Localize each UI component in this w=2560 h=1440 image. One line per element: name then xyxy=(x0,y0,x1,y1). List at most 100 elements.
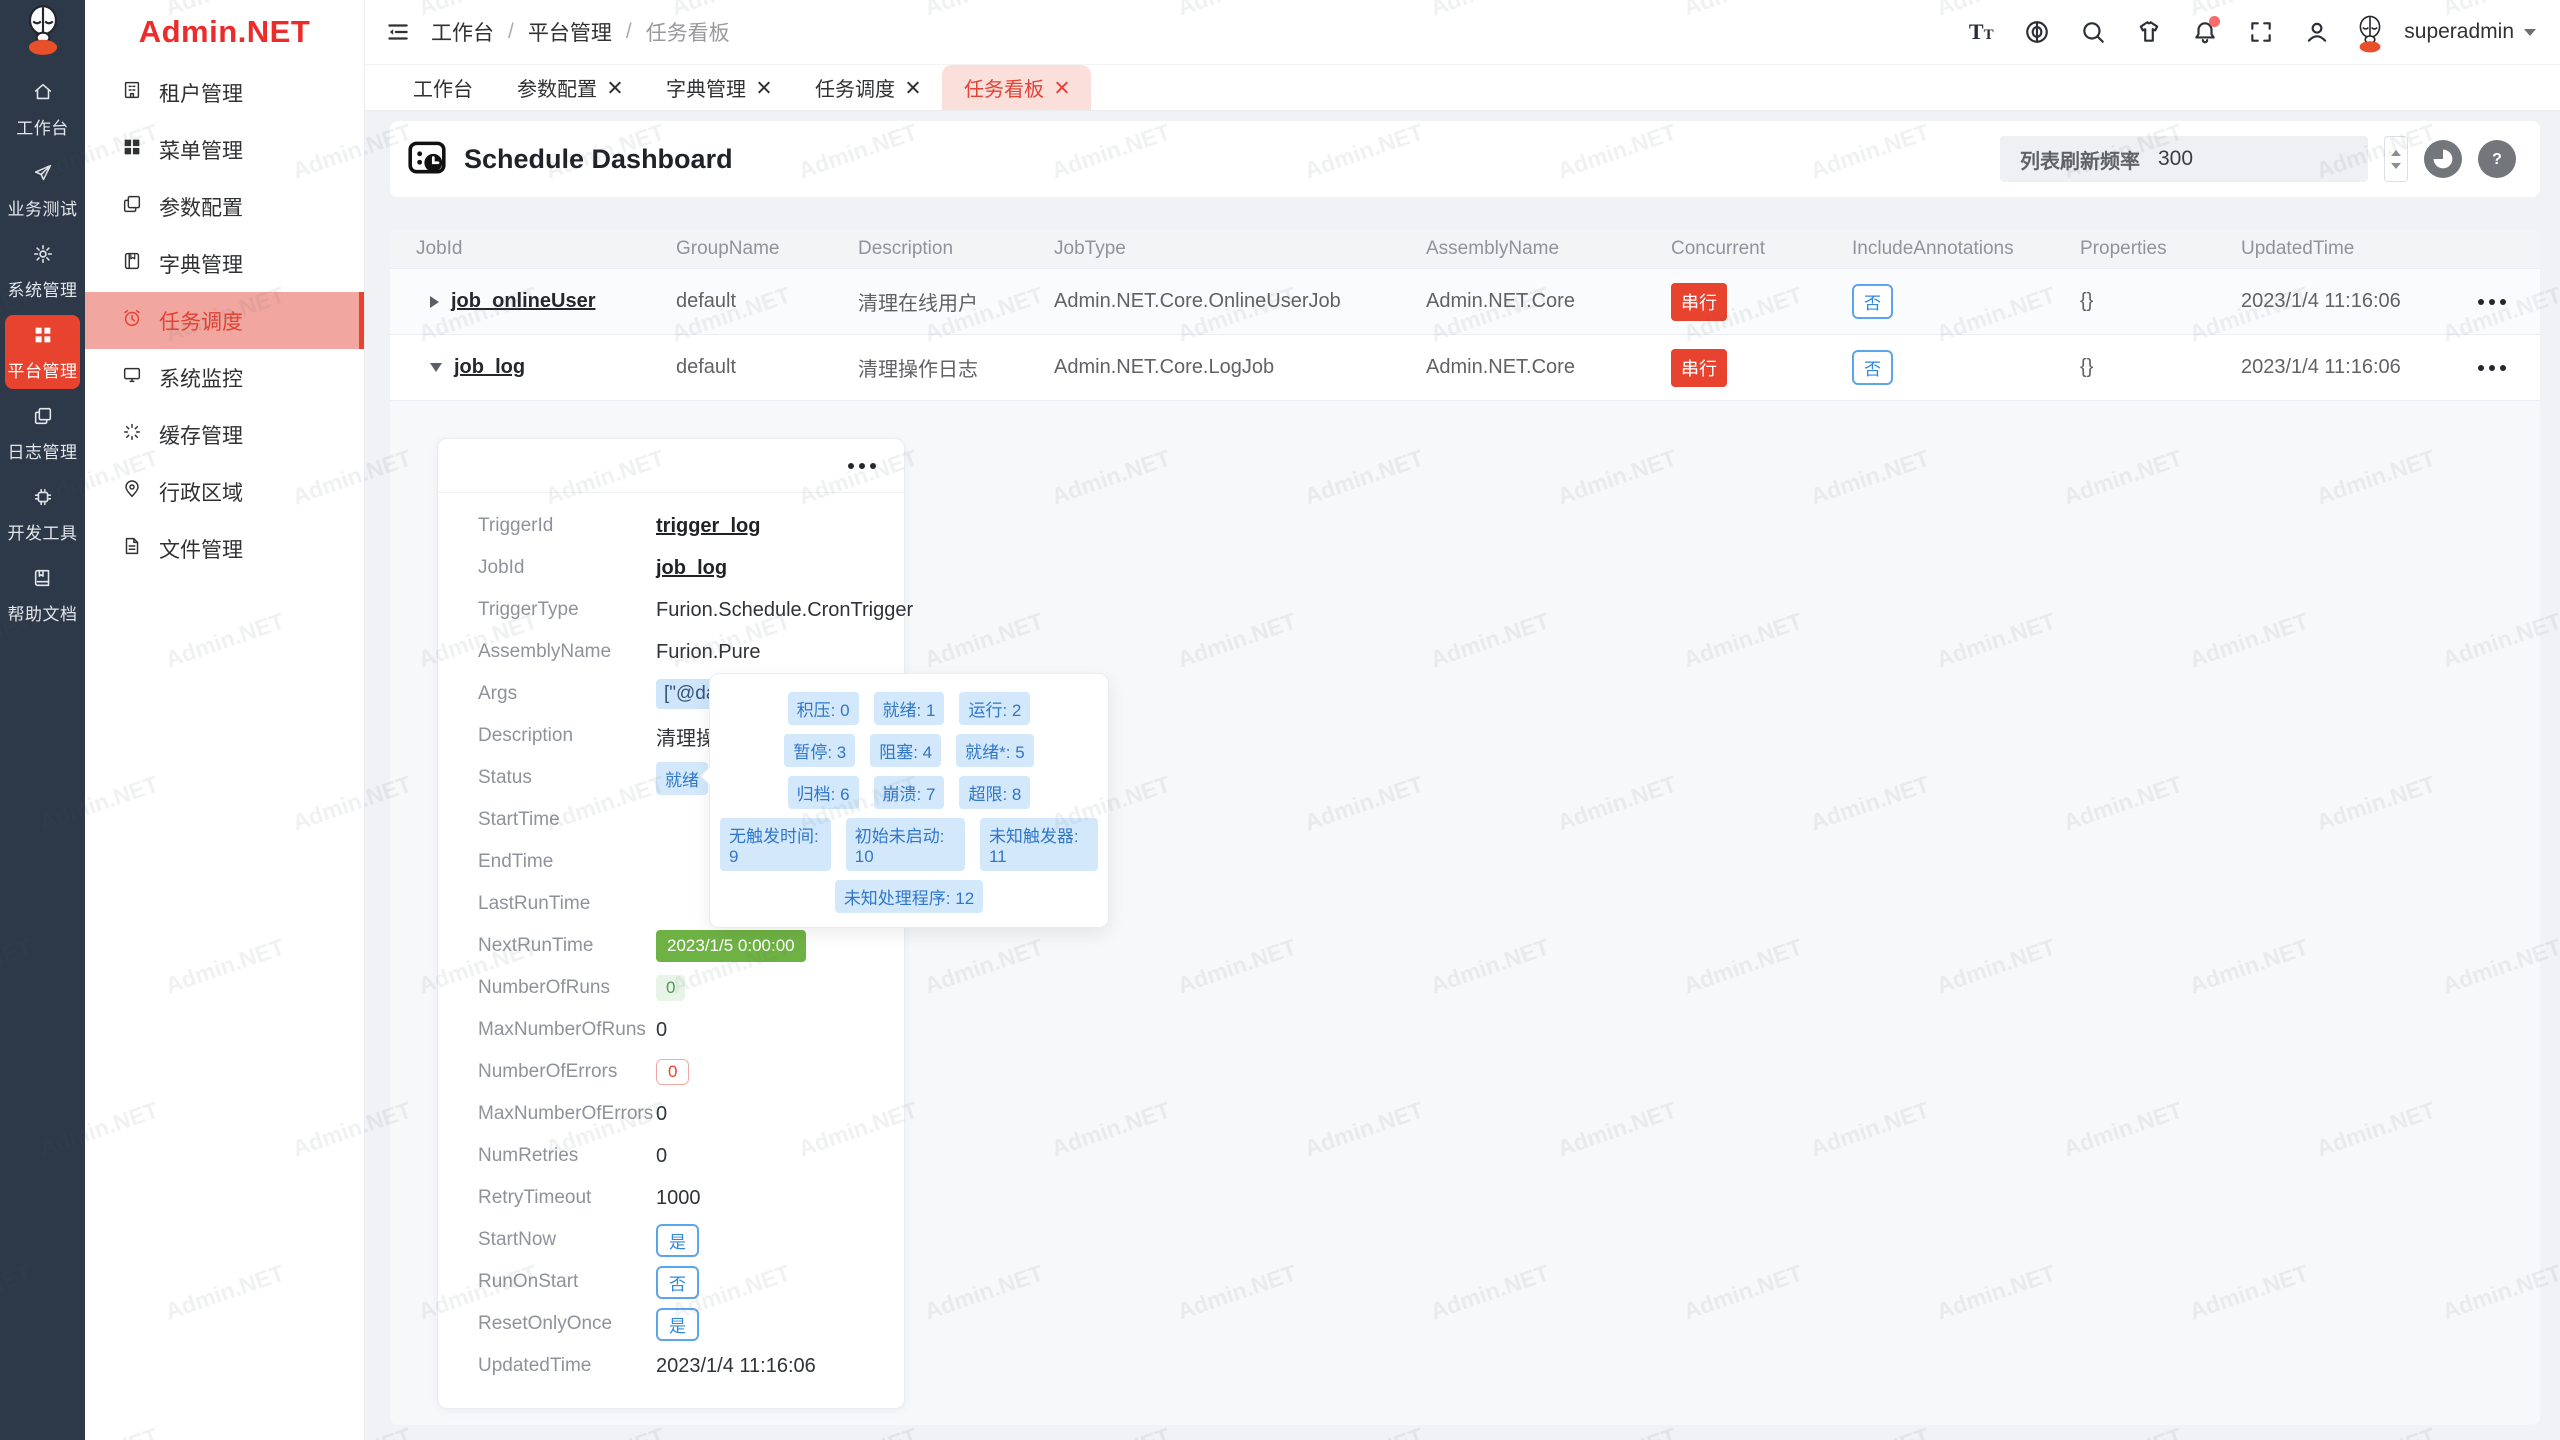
sidebar-item-task-schedule[interactable]: 任务调度 xyxy=(85,292,364,349)
schedule-calendar-icon xyxy=(406,136,448,183)
close-icon[interactable] xyxy=(756,80,771,95)
profile-icon[interactable] xyxy=(2296,11,2338,53)
breadcrumb-item[interactable]: 平台管理 xyxy=(527,22,612,45)
tab-task-dashboard[interactable]: 任务看板 xyxy=(942,65,1091,110)
help-button[interactable]: ? xyxy=(2478,140,2516,178)
sidebar-item-dict-mgmt[interactable]: 字典管理 xyxy=(85,235,364,292)
rail-item-dev-tools[interactable]: 开发工具 xyxy=(5,477,80,551)
tab-label: 参数配置 xyxy=(517,79,597,101)
field-value: Furion.Pure xyxy=(656,640,761,663)
column-header: Description xyxy=(858,237,954,259)
status-legend-badge: 就绪: 1 xyxy=(873,692,945,725)
properties-cell: {} xyxy=(2080,356,2094,378)
collapse-row-icon[interactable] xyxy=(430,363,442,372)
status-legend-badge: 暂停: 3 xyxy=(784,734,856,767)
sidebar-item-tenant-mgmt[interactable]: 租户管理 xyxy=(85,64,364,121)
field-label: RunOnStart xyxy=(478,1271,579,1292)
rail-item-workbench[interactable]: 工作台 xyxy=(5,72,80,146)
column-header: JobId xyxy=(416,237,463,259)
breadcrumb-separator: / xyxy=(508,20,514,43)
column-header: Properties xyxy=(2080,237,2167,259)
column-header: JobType xyxy=(1054,237,1126,259)
close-icon[interactable] xyxy=(1054,80,1069,95)
icon-rail: 工作台 业务测试 系统管理 平台管理 日志管理 开发工具 xyxy=(0,0,85,1440)
sidebar-item-admin-region[interactable]: 行政区域 xyxy=(85,463,364,520)
breadcrumb-separator: / xyxy=(625,20,632,43)
sidebar-item-param-config[interactable]: 参数配置 xyxy=(85,178,364,235)
column-header: GroupName xyxy=(676,237,780,259)
more-actions-icon[interactable] xyxy=(2478,298,2506,305)
expand-row-icon[interactable] xyxy=(430,295,439,308)
rail-item-log-mgmt[interactable]: 日志管理 xyxy=(5,396,80,470)
job-id-link[interactable]: job_onlineUser xyxy=(451,290,596,312)
field-value: 0 xyxy=(656,1018,668,1041)
grid-small-icon xyxy=(121,136,143,164)
refresh-rate-stepper[interactable] xyxy=(2384,136,2408,182)
job-id-link[interactable]: job_log xyxy=(454,356,526,378)
field-label: AssemblyName xyxy=(478,641,612,662)
detail-card-body: TriggerId trigger_log JobId job_log Trigge… xyxy=(438,493,913,1387)
field-label: MaxNumberOfRuns xyxy=(478,1019,646,1040)
pie-stats-button[interactable] xyxy=(2424,140,2462,178)
field-label: ResetOnlyOnce xyxy=(478,1313,613,1334)
close-icon[interactable] xyxy=(905,80,920,95)
more-actions-icon[interactable] xyxy=(2478,364,2506,371)
status-legend-badge: 积压: 0 xyxy=(787,692,859,725)
reset-only-once-badge: 是 xyxy=(656,1307,699,1341)
field-value: 0 xyxy=(656,1102,668,1125)
monitor-icon xyxy=(121,364,143,392)
app-logo[interactable] xyxy=(0,0,85,64)
alarm-clock-icon xyxy=(121,307,143,335)
rail-item-platform-mgmt[interactable]: 平台管理 xyxy=(5,315,80,389)
sidebar-item-cache-mgmt[interactable]: 缓存管理 xyxy=(85,406,364,463)
assembly-name-cell: Admin.NET.Core xyxy=(1426,290,1575,312)
theme-shirt-icon[interactable] xyxy=(2128,11,2170,53)
tab-label: 字典管理 xyxy=(666,79,746,101)
font-size-icon[interactable]: TT xyxy=(1968,19,1994,44)
sidebar-item-file-mgmt[interactable]: 文件管理 xyxy=(85,520,364,577)
status-legend-popover: 积压: 0 就绪: 1 运行: 2 暂停: 3 阻塞: 4 就绪*: 5 归档:… xyxy=(700,673,1109,928)
sidebar-item-label: 文件管理 xyxy=(159,538,243,562)
sidebar-item-menu-mgmt[interactable]: 菜单管理 xyxy=(85,121,364,178)
status-legend-badge: 运行: 2 xyxy=(959,692,1031,725)
fullscreen-icon[interactable] xyxy=(2240,11,2282,53)
building-icon xyxy=(121,79,143,107)
status-legend-badge: 超限: 8 xyxy=(959,776,1031,809)
job-id-link[interactable]: job_log xyxy=(656,556,728,579)
breadcrumb-item[interactable]: 工作台 xyxy=(431,22,494,45)
user-menu[interactable]: superadmin xyxy=(2404,20,2536,44)
grid-icon xyxy=(32,324,54,351)
copy-docs-icon xyxy=(121,193,143,221)
status-badge[interactable]: 就绪 xyxy=(656,761,708,795)
field-label: NumberOfErrors xyxy=(478,1061,618,1082)
tab-task-schedule[interactable]: 任务调度 xyxy=(793,65,942,110)
notification-bell-icon[interactable] xyxy=(2184,11,2226,53)
step-down-icon[interactable] xyxy=(2391,162,2401,169)
tab-workbench[interactable]: 工作台 xyxy=(391,65,495,110)
rail-item-help-docs[interactable]: 帮助文档 xyxy=(5,558,80,632)
user-avatar[interactable] xyxy=(2352,10,2388,54)
sidebar-fold-icon[interactable] xyxy=(383,17,413,47)
field-label: Status xyxy=(478,767,532,788)
tab-dict-mgmt[interactable]: 字典管理 xyxy=(644,65,793,110)
rail-item-system-mgmt[interactable]: 系统管理 xyxy=(5,234,80,308)
search-icon[interactable] xyxy=(2072,11,2114,53)
tabbar: 工作台 参数配置 字典管理 任务调度 任务看板 xyxy=(365,65,2560,111)
refresh-rate-input[interactable]: 列表刷新频率 300 xyxy=(2000,136,2368,182)
more-actions-icon[interactable] xyxy=(848,462,876,469)
trigger-id-link[interactable]: trigger_log xyxy=(656,514,761,537)
topbar: 工作台 / 平台管理 / 任务看板 TT xyxy=(365,0,2560,65)
locale-icon[interactable] xyxy=(2016,11,2058,53)
gear-icon xyxy=(32,243,54,270)
expanded-row-area: TriggerId trigger_log JobId job_log Trigge… xyxy=(390,401,2540,1425)
rail-item-label: 平台管理 xyxy=(7,362,78,381)
username-text: superadmin xyxy=(2404,20,2514,43)
tab-param-config[interactable]: 参数配置 xyxy=(495,65,644,110)
close-icon[interactable] xyxy=(607,80,622,95)
svg-text:?: ? xyxy=(2492,151,2502,168)
column-header: UpdatedTime xyxy=(2241,237,2355,259)
step-up-icon[interactable] xyxy=(2391,149,2401,156)
sidebar-item-system-monitor[interactable]: 系统监控 xyxy=(85,349,364,406)
rail-item-business-test[interactable]: 业务测试 xyxy=(5,153,80,227)
